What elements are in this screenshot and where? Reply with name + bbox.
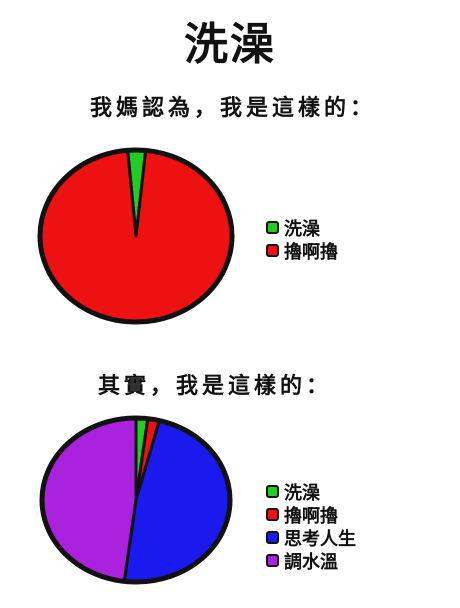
- chart-1-title: 我媽認為，我是這樣的：: [90, 96, 377, 121]
- pie-slice: [40, 416, 138, 583]
- legend-swatch: [266, 554, 279, 567]
- legend-label: 擼啊擼: [284, 505, 338, 527]
- pie-outline: [37, 147, 235, 325]
- legend-label: 調水溫: [284, 551, 338, 573]
- legend-item: 調水溫: [266, 549, 356, 573]
- legend-label: 擼啊擼: [284, 241, 338, 263]
- chart-2-legend: 洗澡 擼啊擼 思考人生 調水溫: [266, 480, 356, 573]
- page-title: 洗澡: [184, 19, 276, 70]
- legend-item: 擼啊擼: [266, 503, 356, 527]
- legend-item: 洗澡: [266, 480, 356, 504]
- legend-swatch: [266, 531, 279, 544]
- legend-swatch: [266, 244, 279, 257]
- legend-label: 思考人生: [284, 528, 356, 550]
- pie-outline: [39, 415, 233, 585]
- legend-swatch: [266, 508, 279, 521]
- legend-item: 擼啊擼: [266, 239, 338, 263]
- chart-2-title: 其實，我是這樣的：: [98, 374, 333, 399]
- pie-chart-mom-view: [37, 147, 235, 325]
- legend-swatch: [266, 485, 279, 498]
- legend-label: 洗澡: [284, 218, 320, 240]
- legend-item: 洗澡: [266, 216, 338, 240]
- legend-item: 思考人生: [266, 526, 356, 550]
- legend-label: 洗澡: [284, 482, 320, 504]
- pie-chart-reality: [39, 415, 233, 585]
- legend-swatch: [266, 221, 279, 234]
- chart-1-legend: 洗澡 擼啊擼: [266, 216, 338, 263]
